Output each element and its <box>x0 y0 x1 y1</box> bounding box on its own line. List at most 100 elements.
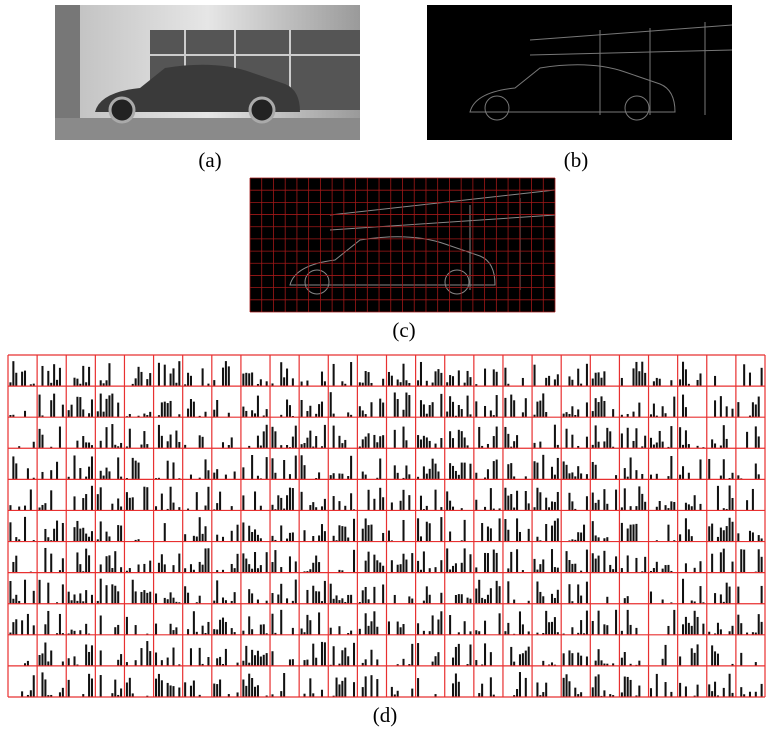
histogram-texture <box>248 564 250 573</box>
histogram-texture <box>9 581 11 604</box>
histogram-texture <box>368 599 370 603</box>
histogram-texture <box>679 379 681 386</box>
histogram-texture <box>73 594 75 603</box>
histogram-texture <box>306 438 308 449</box>
histogram-texture <box>301 382 303 387</box>
histogram-texture <box>100 650 102 665</box>
histogram-texture <box>487 444 489 448</box>
histogram-texture <box>295 580 297 604</box>
histogram-texture <box>606 428 608 448</box>
histogram-texture <box>394 430 396 448</box>
histogram-texture <box>341 381 343 386</box>
histogram-texture <box>368 626 370 635</box>
histogram-texture <box>510 463 512 479</box>
histogram-texture <box>665 565 667 573</box>
histogram-texture <box>254 529 256 541</box>
histogram-texture <box>449 615 451 635</box>
histogram-texture <box>539 592 541 604</box>
histogram-texture <box>586 550 588 573</box>
histogram-texture <box>53 529 55 542</box>
histogram-texture <box>464 621 466 635</box>
histogram-texture <box>39 429 41 448</box>
histogram-texture <box>574 688 576 697</box>
histogram-texture <box>461 463 463 480</box>
histogram-texture <box>44 643 46 666</box>
histogram-texture <box>143 564 145 573</box>
histogram-texture <box>117 498 119 510</box>
histogram-texture <box>202 437 204 448</box>
histogram-texture <box>79 529 81 542</box>
histogram-texture <box>749 531 751 542</box>
histogram-texture <box>598 674 600 697</box>
histogram-texture <box>621 523 623 542</box>
histogram-texture <box>321 690 323 697</box>
histogram-texture <box>638 661 640 666</box>
histogram-texture <box>749 692 751 697</box>
histogram-texture <box>397 565 399 573</box>
histogram-texture <box>85 549 87 573</box>
histogram-texture <box>598 611 600 635</box>
histogram-texture <box>79 630 81 635</box>
histogram-texture <box>394 595 396 604</box>
histogram-texture <box>731 409 733 417</box>
histogram-texture <box>423 551 425 572</box>
histogram-texture <box>245 373 247 386</box>
histogram-texture <box>539 492 541 510</box>
histogram-texture <box>726 406 728 417</box>
histogram-texture <box>373 435 375 448</box>
histogram-texture <box>458 430 460 448</box>
histogram-texture <box>24 506 26 511</box>
histogram-texture <box>507 581 509 603</box>
histogram-texture <box>551 549 553 573</box>
photo-gradient-cells <box>250 178 555 312</box>
histogram-texture <box>309 620 311 635</box>
histogram-texture <box>688 473 690 480</box>
histogram-texture <box>507 623 509 635</box>
histogram-texture <box>731 626 733 635</box>
histogram-texture <box>510 494 512 510</box>
histogram-texture <box>469 464 471 480</box>
histogram-texture <box>446 412 448 418</box>
histogram-texture <box>717 623 719 635</box>
histogram-texture <box>461 563 463 573</box>
histogram-texture <box>656 562 658 573</box>
histogram-texture <box>475 401 477 417</box>
histogram-texture <box>88 367 90 386</box>
histogram-texture <box>365 659 367 666</box>
histogram-texture <box>376 679 378 697</box>
histogram-texture <box>679 656 681 665</box>
histogram-texture <box>638 686 640 697</box>
histogram-texture <box>50 400 52 417</box>
histogram-texture <box>138 367 140 386</box>
histogram-texture <box>458 682 460 697</box>
histogram-texture <box>548 376 550 386</box>
histogram-texture <box>315 436 317 448</box>
histogram-texture <box>612 409 614 417</box>
histogram-texture <box>266 381 268 386</box>
histogram-texture <box>254 552 256 573</box>
histogram-texture <box>417 678 419 697</box>
histogram-texture <box>91 679 93 697</box>
histogram-texture <box>504 398 506 417</box>
histogram-texture <box>219 680 221 697</box>
histogram-texture <box>135 378 137 386</box>
histogram-texture <box>207 470 209 479</box>
histogram-texture <box>586 474 588 479</box>
histogram-texture <box>190 648 192 666</box>
histogram-texture <box>641 494 643 511</box>
histogram-texture <box>551 622 553 635</box>
histogram-texture <box>487 469 489 479</box>
histogram-texture <box>467 396 469 418</box>
histogram-texture <box>458 405 460 417</box>
histogram-texture <box>513 600 515 604</box>
histogram-texture <box>76 397 78 417</box>
histogram-texture <box>580 473 582 479</box>
histogram-texture <box>370 525 372 542</box>
histogram-texture <box>411 689 413 697</box>
histogram-texture <box>603 624 605 634</box>
histogram-texture <box>682 362 684 386</box>
histogram-texture <box>621 433 623 448</box>
histogram-texture <box>373 611 375 635</box>
histogram-texture <box>400 501 402 511</box>
histogram-texture <box>9 522 11 541</box>
